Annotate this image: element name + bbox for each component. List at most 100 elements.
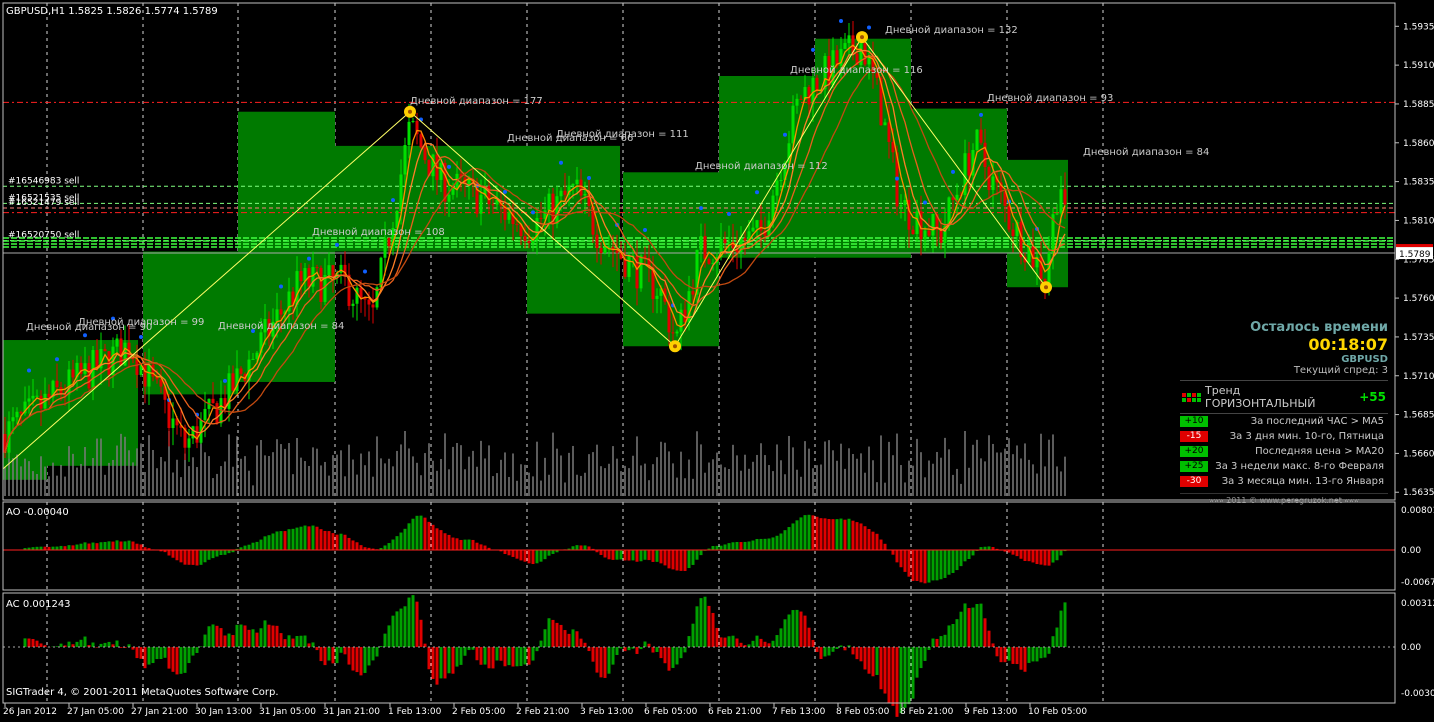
signal-badge: -15 xyxy=(1180,431,1208,442)
daily-range-label: Дневной диапазон = 66 xyxy=(507,133,633,144)
candle-body xyxy=(259,332,263,353)
candle-body xyxy=(323,275,327,302)
candle-body xyxy=(779,179,783,181)
candle-body xyxy=(759,220,763,231)
candle-body xyxy=(387,237,391,247)
candle-body xyxy=(919,211,923,240)
candle-body xyxy=(339,264,343,273)
candle-body xyxy=(403,145,407,175)
candle-body xyxy=(931,213,935,236)
volume-bars xyxy=(4,431,1066,496)
signal-row: +25 За 3 недели макс. 8-го Февраля xyxy=(1180,459,1388,474)
signal-row: +20 Последняя цена > MA20 xyxy=(1180,444,1388,459)
ac-tick-label: 0.00 xyxy=(1401,643,1421,653)
x-tick-label: 6 Feb 05:00 xyxy=(644,707,698,717)
candle-body xyxy=(951,197,955,200)
chart-header: GBPUSD,H1 1.5825 1.5826 1.5774 1.5789 xyxy=(6,6,218,17)
candle-body xyxy=(1039,256,1043,280)
candle-body xyxy=(603,247,607,253)
candle-body xyxy=(679,309,683,332)
candle-body xyxy=(979,129,983,143)
candle-body xyxy=(639,255,643,289)
trend-row: Тренд ГОРИЗОНТАЛЬНЫЙ +55 xyxy=(1180,380,1388,414)
candle-body xyxy=(975,129,979,151)
signal-text: За 3 недели макс. 8-го Февраля xyxy=(1215,461,1384,472)
candle-body xyxy=(983,142,987,168)
candle-body xyxy=(971,150,975,176)
moving-average-line xyxy=(4,44,1066,453)
y-tick-label: 1.5760 xyxy=(1403,294,1434,304)
signal-badge: +20 xyxy=(1180,446,1208,457)
candle-body xyxy=(23,401,27,414)
candle-body xyxy=(635,255,639,289)
fractal-dot xyxy=(839,18,843,23)
y-tick-label: 1.5885 xyxy=(1403,100,1434,110)
candle-body xyxy=(343,264,347,275)
axes: 1.5935 1.5910 1.5885 1.5860 1.5835 1.5810 1.57… xyxy=(3,22,1434,717)
candle-body xyxy=(251,358,255,360)
signal-badge: -30 xyxy=(1180,476,1208,487)
signal-text: За 3 месяца мин. 13-го Января xyxy=(1221,476,1384,487)
candle-body xyxy=(383,237,387,258)
candle-body xyxy=(151,364,155,377)
fractal-dot xyxy=(643,228,647,233)
candle-body xyxy=(791,105,795,144)
candle-body xyxy=(891,141,895,153)
candle-body xyxy=(443,162,447,202)
y-tick-label: 1.5860 xyxy=(1403,139,1434,149)
candle-body xyxy=(395,210,399,229)
candle-body xyxy=(27,398,31,402)
candle-body xyxy=(731,242,735,249)
candle-body xyxy=(103,349,107,352)
order-label: #16521535 sell xyxy=(8,193,79,203)
candle-body xyxy=(319,267,323,302)
panel-frame xyxy=(2,592,1396,704)
candle-body xyxy=(311,267,315,287)
candle-body xyxy=(799,98,803,100)
candle-body xyxy=(291,291,295,305)
candle-body xyxy=(411,120,415,122)
candle-body xyxy=(59,387,63,395)
candle-body xyxy=(327,265,331,276)
candle-body xyxy=(539,217,543,220)
candle-body xyxy=(883,122,887,126)
daily-range-label: Дневной диапазон = 90 xyxy=(26,322,152,333)
panel-frame xyxy=(2,2,1396,501)
candle-body xyxy=(591,205,595,235)
candle-body xyxy=(235,368,239,391)
candle-body xyxy=(595,234,599,248)
x-tick-label: 31 Jan 05:00 xyxy=(259,707,316,717)
candle-body xyxy=(659,288,663,296)
candle-body xyxy=(703,236,707,259)
candle-body xyxy=(651,267,655,299)
candle-body xyxy=(963,153,967,196)
trend-dots-icon xyxy=(1182,392,1201,402)
candle-body xyxy=(815,77,819,92)
candle-body xyxy=(15,411,19,418)
candle-body xyxy=(487,186,491,205)
candle-body xyxy=(167,399,171,428)
zigzag-marker-center xyxy=(673,344,677,349)
candle-body xyxy=(783,162,787,180)
candle-body xyxy=(575,179,579,185)
candle-body xyxy=(587,193,591,206)
candle-body xyxy=(1011,229,1015,237)
candle-body xyxy=(427,160,431,177)
candle-body xyxy=(495,199,499,205)
zigzag-marker-center xyxy=(860,35,864,40)
x-tick-label: 31 Jan 21:00 xyxy=(323,707,380,717)
fractal-dot xyxy=(587,176,591,181)
candle-body xyxy=(123,342,127,366)
fractal-dot xyxy=(279,284,283,289)
candle-body xyxy=(31,395,35,399)
candle-body xyxy=(747,231,751,241)
ao-tick-label: 0.00801 xyxy=(1401,506,1434,516)
candle-body xyxy=(175,418,179,426)
fractal-dot xyxy=(559,160,563,165)
signal-badge: +10 xyxy=(1180,416,1208,427)
order-levels: #16546983 sell #16521535 sell#16521479 se… xyxy=(3,101,1395,254)
daily-range-label: Дневной диапазон = 99 xyxy=(78,317,204,328)
